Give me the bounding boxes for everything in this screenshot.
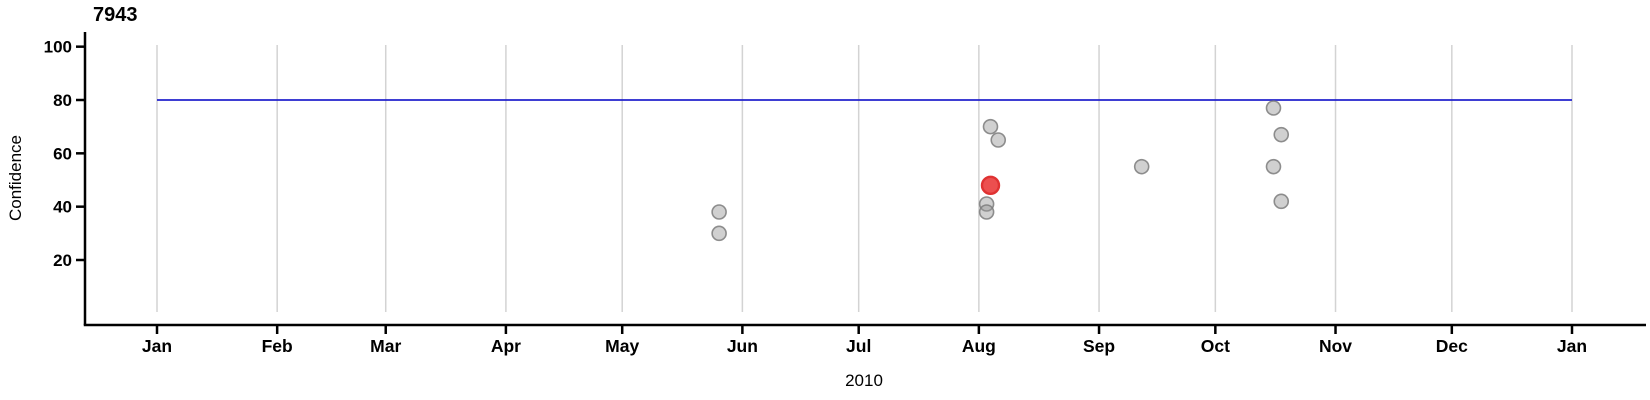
data-point	[1265, 100, 1282, 116]
data-point	[1273, 193, 1290, 210]
x-tick-label: Nov	[1319, 336, 1352, 356]
data-point	[1265, 158, 1282, 175]
x-axis-title: 2010	[845, 371, 883, 390]
data-point	[982, 118, 999, 135]
data-point	[711, 225, 727, 242]
data-point	[1273, 126, 1290, 143]
y-tick-label: 100	[44, 38, 72, 57]
y-tick-label: 20	[53, 251, 72, 270]
data-point	[1133, 158, 1150, 175]
data-point	[711, 204, 727, 220]
x-tick-label: Feb	[262, 336, 293, 356]
y-tick-label: 60	[53, 144, 72, 163]
x-tick-label: Mar	[370, 336, 401, 356]
x-tick-label: May	[605, 336, 639, 356]
y-tick-label: 80	[53, 91, 72, 110]
x-tick-label: Sep	[1083, 336, 1115, 356]
x-tick-label: Jan	[1557, 336, 1587, 356]
data-point	[990, 132, 1007, 148]
x-tick-label: Jun	[727, 336, 758, 356]
data-point	[978, 196, 995, 212]
x-tick-label: Oct	[1201, 336, 1230, 356]
highlighted-data-point	[980, 175, 1001, 196]
chart-title: 7943	[93, 4, 138, 26]
x-tick-label: Dec	[1436, 336, 1468, 356]
x-tick-label: Jan	[142, 336, 172, 356]
y-tick-label: 40	[53, 198, 72, 217]
x-tick-label: Jul	[846, 336, 871, 356]
x-tick-label: Aug	[962, 336, 996, 356]
x-tick-label: Apr	[491, 336, 521, 356]
data-point	[978, 204, 995, 220]
